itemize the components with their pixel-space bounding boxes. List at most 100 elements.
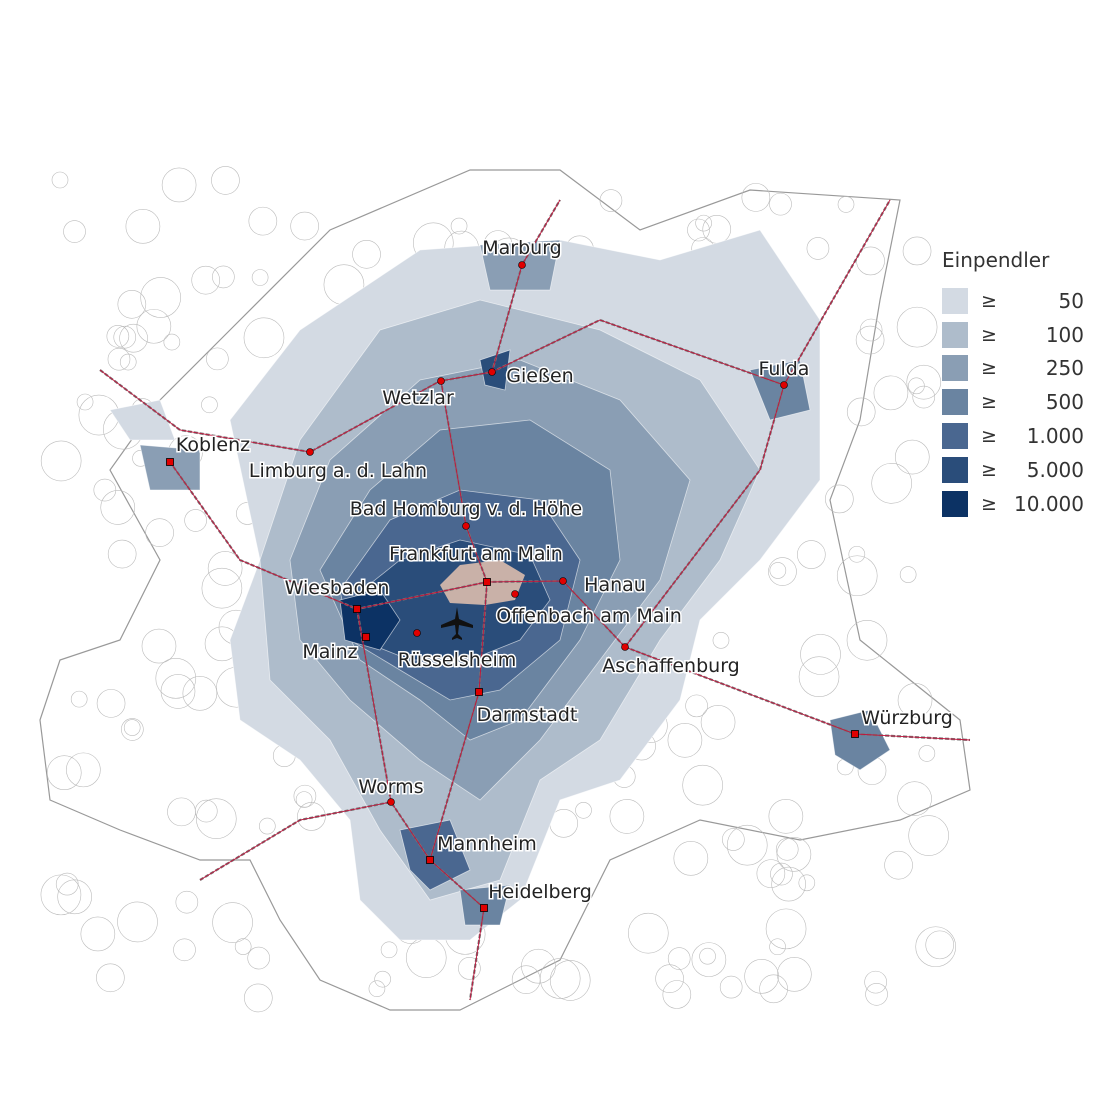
municipality-boundary (682, 764, 723, 806)
commuter-zone (399, 819, 471, 891)
municipality-boundary (712, 632, 730, 649)
municipality-boundary (191, 265, 221, 295)
municipality-boundary (184, 509, 207, 532)
city-label: Limburg a. d. Lahn (249, 460, 427, 482)
legend-value: 1.000 (1026, 424, 1084, 449)
city-label: Hanau (584, 574, 646, 596)
municipality-boundary (687, 218, 710, 242)
legend-symbol: ≥ (981, 289, 997, 312)
municipality-boundary (145, 518, 174, 547)
commuter-zone (749, 359, 811, 421)
municipality-boundary (107, 539, 137, 569)
municipality-boundary (549, 960, 591, 1001)
legend-item: ≥100 (942, 318, 1092, 352)
city: Wetzlar (381, 377, 455, 411)
municipality-boundary (777, 957, 812, 992)
commuter-zone (339, 589, 401, 651)
municipality-boundary (771, 866, 806, 902)
municipality-boundary (759, 974, 788, 1004)
municipality-boundary (293, 784, 317, 808)
municipality-boundary (380, 941, 398, 959)
city-label: Bad Homburg v. d. Höhe (350, 498, 583, 520)
municipality-boundary (155, 658, 197, 699)
municipality-boundary (96, 689, 126, 718)
municipality-boundary (894, 439, 930, 475)
legend-value: 250 (1045, 356, 1084, 381)
municipality-boundary (290, 211, 319, 241)
legend-symbol: ≥ (981, 391, 997, 414)
municipality-boundary (136, 308, 172, 344)
municipality-boundary (864, 970, 887, 994)
legend-item: ≥500 (942, 385, 1092, 419)
municipality-boundary (925, 930, 955, 960)
municipality-boundary (161, 167, 197, 203)
city-marker (462, 522, 470, 530)
municipality-boundary (352, 240, 381, 269)
city-marker (488, 368, 496, 376)
municipality-boundary (769, 192, 792, 216)
city: Rüsselsheim (396, 629, 518, 673)
municipality-boundary (846, 397, 876, 427)
municipality-boundary (667, 947, 691, 970)
municipality-boundary (458, 957, 481, 980)
municipality-boundary (173, 938, 196, 962)
legend-item: ≥50 (942, 284, 1092, 318)
city: Hanau (559, 573, 647, 598)
legend-swatch (942, 355, 968, 382)
city-label: Aschaffenburg (602, 655, 740, 677)
municipality-boundary (769, 938, 786, 956)
municipality-boundary (175, 890, 199, 914)
municipality-boundary (207, 551, 243, 586)
municipality-boundary (673, 841, 709, 876)
municipality-boundary (756, 859, 786, 888)
municipality-boundary (691, 942, 727, 977)
city: Mainz (301, 633, 370, 665)
city: Heidelberg (480, 880, 593, 912)
municipality-boundary (776, 837, 812, 872)
municipality-boundary (119, 323, 148, 353)
municipality-boundary (825, 484, 854, 514)
commuter-zone (139, 444, 201, 491)
municipality-boundary (906, 364, 942, 400)
municipality-boundary (121, 718, 144, 741)
municipality-boundary (918, 745, 936, 762)
city: Worms (357, 775, 425, 806)
municipality-boundary (846, 620, 888, 661)
municipality-boundary (251, 269, 269, 286)
municipality-boundary (125, 209, 161, 244)
city-label: Worms (358, 776, 423, 798)
legend-value: 10.000 (1014, 491, 1084, 516)
municipality-boundary (836, 555, 878, 597)
municipality-boundary (40, 874, 82, 916)
legend-value: 5.000 (1026, 457, 1084, 482)
city-label: Wetzlar (382, 387, 454, 409)
municipality-boundary (873, 375, 909, 411)
railway-line (199, 801, 392, 881)
legend-swatch (942, 456, 968, 483)
municipality-boundary (55, 872, 79, 896)
municipality-boundary (374, 970, 391, 988)
city: Marburg (481, 236, 563, 269)
municipality-boundary (106, 324, 130, 348)
legend-item: ≥10.000 (942, 487, 1092, 521)
municipality-boundary (195, 798, 237, 839)
municipality-boundary (770, 862, 793, 886)
municipality-boundary (908, 377, 925, 395)
legend-symbol: ≥ (981, 357, 997, 380)
municipality-boundary (627, 912, 669, 954)
municipality-boundary (908, 815, 949, 856)
city-label: Fulda (759, 358, 810, 380)
legend-value: 100 (1045, 322, 1084, 347)
municipality-boundary (798, 874, 816, 892)
city-label: Heidelberg (488, 881, 592, 903)
city: Wiesbaden (283, 576, 391, 613)
municipality-boundary (837, 196, 855, 213)
city: Frankfurt am Main (388, 542, 564, 586)
city-marker (511, 590, 519, 598)
municipality-boundary (206, 347, 229, 371)
city-label: Darmstadt (477, 704, 578, 726)
city: Bad Homburg v. d. Höhe (348, 497, 584, 530)
city-marker (480, 904, 488, 912)
municipality-boundary (182, 676, 218, 711)
